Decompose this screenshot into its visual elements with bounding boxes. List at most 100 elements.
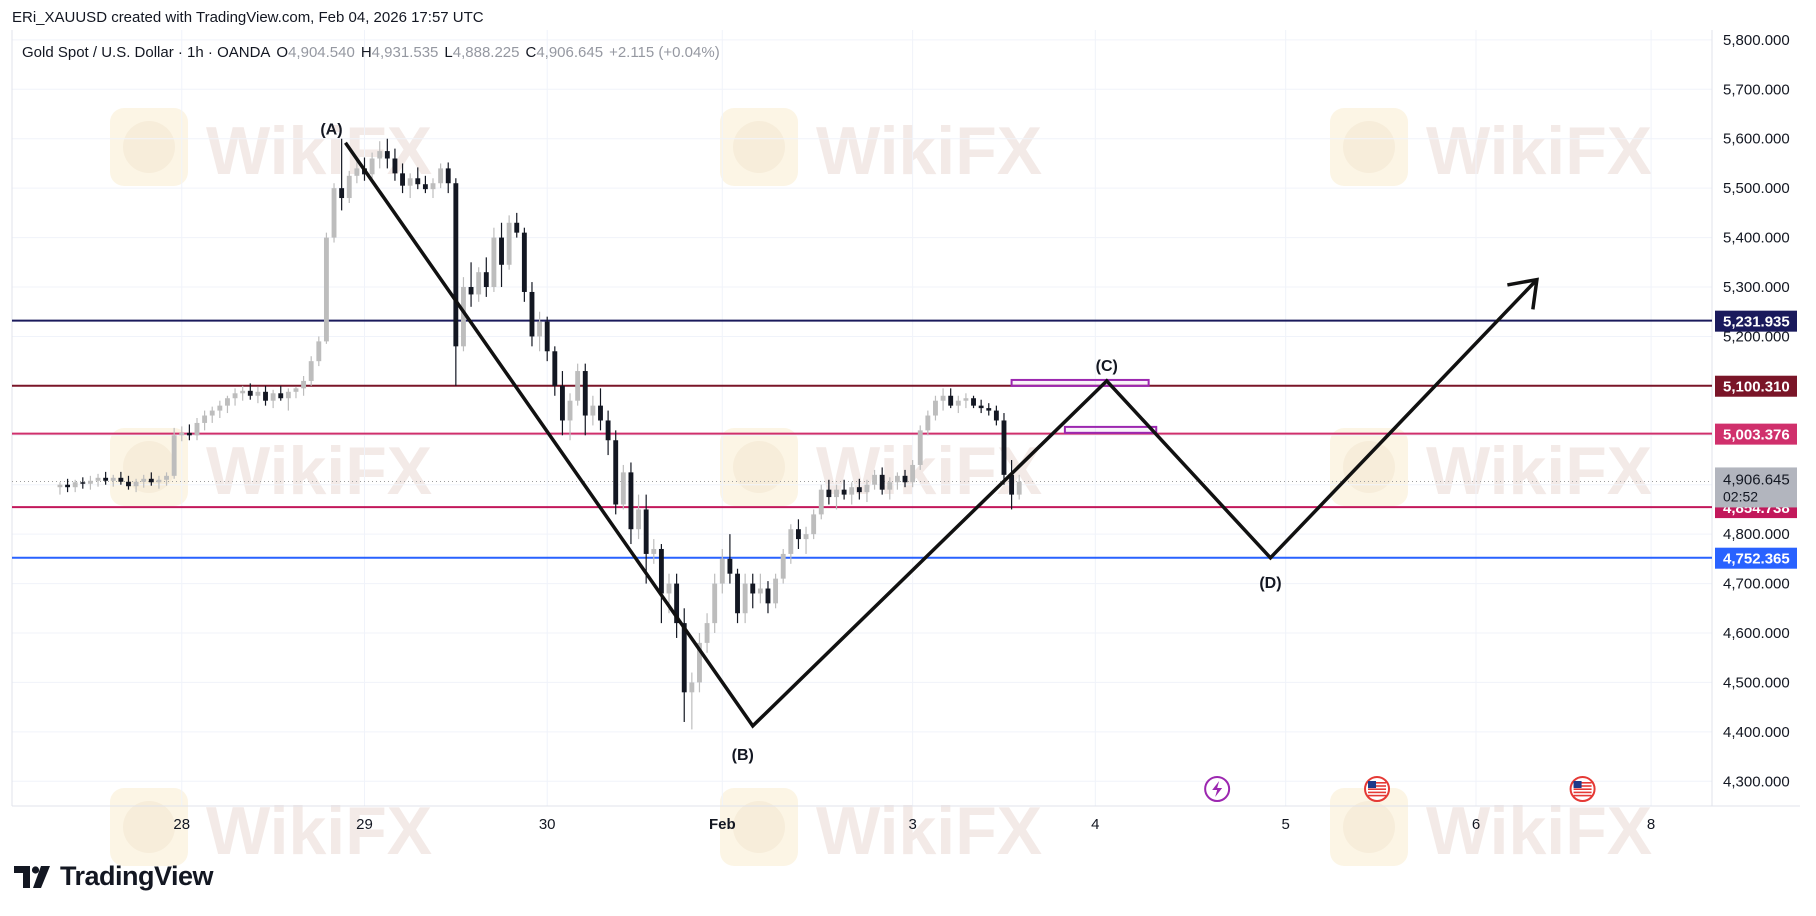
candle xyxy=(453,178,459,386)
candle xyxy=(126,475,131,490)
candle xyxy=(179,426,185,442)
candle xyxy=(232,388,238,406)
wikifx-watermark: WikiFX xyxy=(720,428,1042,509)
level-price-tag[interactable] xyxy=(1715,375,1797,397)
candle-body xyxy=(95,477,101,481)
candle xyxy=(910,460,916,488)
candle-body xyxy=(57,484,63,488)
candle xyxy=(186,424,192,441)
candle xyxy=(87,475,93,490)
wikifx-watermark: WikiFX xyxy=(1330,428,1652,509)
event-icons[interactable] xyxy=(1204,776,1596,802)
candle xyxy=(986,403,992,416)
candle xyxy=(323,232,329,344)
level-price-tag[interactable] xyxy=(1715,310,1797,332)
candle-body xyxy=(1001,420,1007,475)
flag-icon-canton xyxy=(1573,781,1582,788)
wikifx-watermark: WikiFX xyxy=(720,788,1042,869)
candle-body xyxy=(72,482,78,488)
candle xyxy=(95,473,101,487)
price-tick-label: 4,400.000 xyxy=(1723,724,1790,741)
candle-body xyxy=(323,237,329,342)
candle xyxy=(301,375,307,396)
zone-rectangle[interactable] xyxy=(1063,425,1158,434)
candle xyxy=(925,410,931,436)
candle-body xyxy=(628,472,634,530)
candle xyxy=(141,474,147,488)
candle xyxy=(598,388,603,431)
us-flag-event-icon[interactable] xyxy=(1364,776,1391,802)
candle xyxy=(963,393,969,409)
candle-body xyxy=(902,475,908,483)
tradingview-logo[interactable]: TradingView xyxy=(14,861,214,892)
us-flag-event-icon[interactable] xyxy=(1569,776,1596,802)
price-axis[interactable]: 4,300.000 4,400.000 4,500.000 4,600.000 4,70… xyxy=(1715,32,1797,790)
watermark-text: WikiFX xyxy=(206,793,432,869)
zone-rectangle[interactable] xyxy=(1010,378,1150,387)
candle-body xyxy=(308,361,314,381)
candle xyxy=(712,573,718,634)
candle-body xyxy=(818,489,824,515)
candle xyxy=(72,479,78,493)
candle-body xyxy=(689,682,695,693)
candle-body xyxy=(605,420,611,441)
candle xyxy=(468,262,474,307)
candle-body xyxy=(674,583,680,624)
chart-caption: ERi_XAUUSD created with TradingView.com,… xyxy=(12,9,484,26)
time-axis[interactable]: 28 29 30 Feb 3 4 5 6 8 xyxy=(173,816,1655,833)
candle xyxy=(727,534,733,584)
abcd-pattern: (A) (B) (C) (D) xyxy=(320,122,1539,764)
flag-icon-stripe xyxy=(1368,791,1387,794)
pattern-path[interactable] xyxy=(344,141,1539,729)
candle xyxy=(194,418,200,441)
level-price-tag[interactable] xyxy=(1715,547,1797,569)
candle xyxy=(476,267,482,302)
watermark-emblem xyxy=(733,441,785,493)
candle xyxy=(879,467,885,495)
candle-body xyxy=(80,482,86,484)
candle-body xyxy=(133,481,139,487)
candle xyxy=(217,400,223,418)
candle-body xyxy=(636,509,641,530)
price-tick-label: 5,800.000 xyxy=(1723,32,1790,49)
time-tick-label: 29 xyxy=(356,816,373,833)
candle xyxy=(544,316,550,362)
candle xyxy=(1001,413,1007,485)
watermark-text: WikiFX xyxy=(206,113,432,189)
candle xyxy=(499,222,504,288)
candle xyxy=(369,152,375,179)
candle xyxy=(955,395,961,414)
symbol-title: Gold Spot / U.S. Dollar · 1h · OANDA xyxy=(22,44,271,61)
candle-body xyxy=(925,415,931,431)
candle xyxy=(750,573,756,609)
candle xyxy=(613,430,619,515)
candle xyxy=(384,138,390,169)
candle xyxy=(529,282,535,347)
candle-body xyxy=(887,482,893,490)
pattern-label: (A) xyxy=(320,122,342,139)
candle-body xyxy=(415,178,421,185)
price-tick-label: 4,700.000 xyxy=(1723,576,1790,593)
candle xyxy=(841,479,847,500)
candle-body xyxy=(202,415,208,423)
high-label: H xyxy=(360,44,372,61)
rectangle-zones xyxy=(1010,378,1158,434)
flash-event-icon[interactable] xyxy=(1204,776,1231,802)
candle-body xyxy=(681,623,687,693)
candle-body xyxy=(719,558,725,584)
flag-icon-stripe xyxy=(1368,782,1387,784)
candle xyxy=(742,573,748,624)
wikifx-watermark: WikiFX xyxy=(110,788,432,869)
candle-body xyxy=(354,168,360,176)
candle-body xyxy=(209,410,215,416)
current-price-tag[interactable] xyxy=(1715,467,1797,508)
candle xyxy=(894,472,900,490)
tradingview-logo-text: TradingView xyxy=(60,861,214,891)
candle-body xyxy=(864,484,870,493)
candle-body xyxy=(103,477,109,481)
candle-body xyxy=(331,188,337,238)
candle xyxy=(704,613,710,653)
candle-body xyxy=(445,168,451,184)
level-price-tag[interactable] xyxy=(1715,423,1797,445)
